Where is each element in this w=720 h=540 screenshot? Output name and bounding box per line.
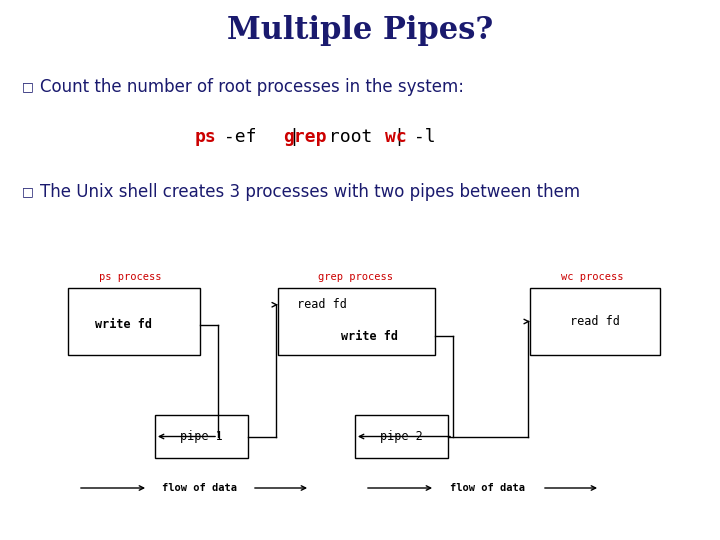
Text: flow of data: flow of data	[163, 483, 238, 493]
Text: pipe 1: pipe 1	[180, 430, 223, 443]
Text: write fd: write fd	[95, 319, 152, 332]
Text: -ef   |: -ef |	[213, 128, 322, 146]
Text: grep process: grep process	[318, 272, 392, 282]
Bar	[278, 288, 435, 355]
Bar	[68, 288, 200, 355]
Bar	[355, 415, 448, 458]
Text: wc process: wc process	[561, 272, 624, 282]
Text: □: □	[22, 80, 34, 93]
Text: grep: grep	[283, 128, 326, 146]
Text: -l: -l	[403, 128, 436, 146]
Text: read fd: read fd	[297, 298, 347, 311]
Bar	[155, 415, 248, 458]
Text: wc: wc	[385, 128, 407, 146]
Text: pipe 2: pipe 2	[380, 430, 423, 443]
Text: Multiple Pipes?: Multiple Pipes?	[227, 15, 493, 45]
Bar	[530, 288, 660, 355]
Text: write fd: write fd	[341, 330, 397, 343]
Text: ps: ps	[195, 128, 217, 146]
Text: read fd: read fd	[570, 315, 620, 328]
Text: ps process: ps process	[99, 272, 161, 282]
Text: The Unix shell creates 3 processes with two pipes between them: The Unix shell creates 3 processes with …	[40, 183, 580, 201]
Text: Count the number of root processes in the system:: Count the number of root processes in th…	[40, 78, 464, 96]
Text: □: □	[22, 186, 34, 199]
Text: flow of data: flow of data	[451, 483, 526, 493]
Text: root  |: root |	[318, 128, 427, 146]
